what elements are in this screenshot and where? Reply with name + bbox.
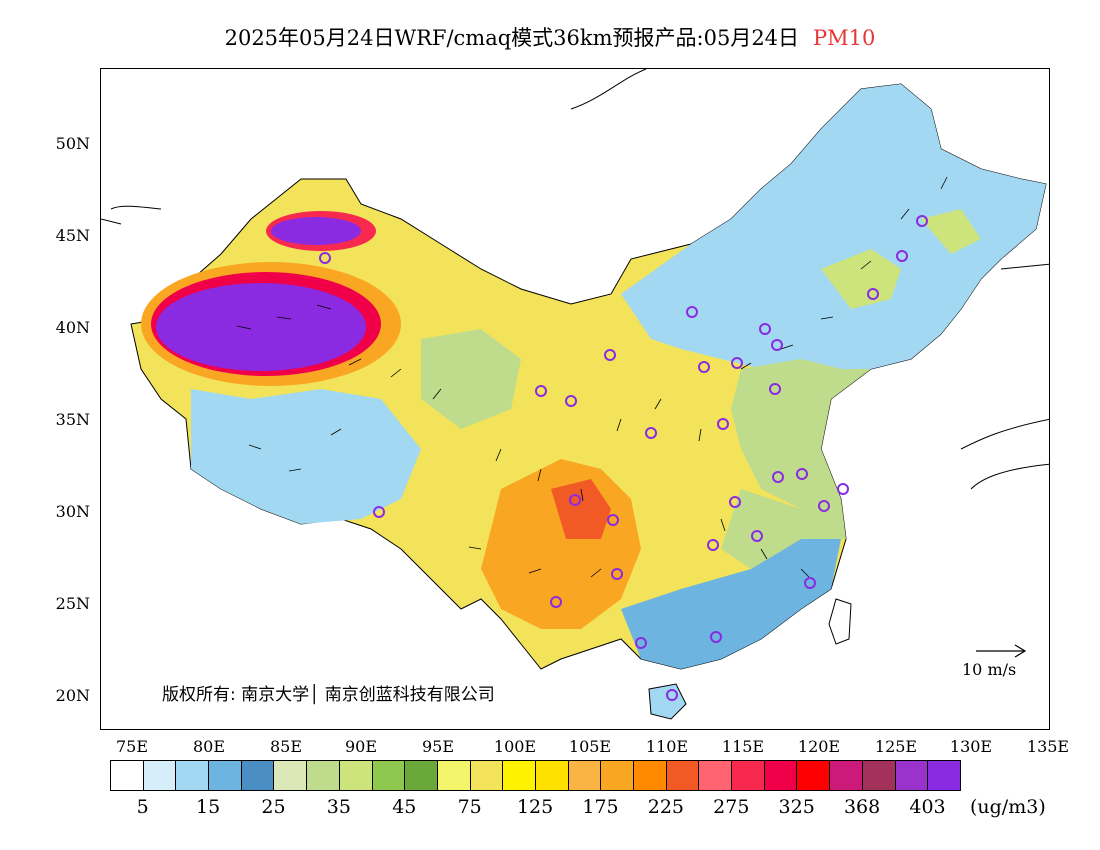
colorbar-label-12: 403: [909, 796, 946, 818]
taiwan-island: [828, 598, 852, 645]
junggar-purple-core: [271, 217, 361, 245]
southeast-green-zone: [721, 489, 846, 569]
colorbar-swatch-14: [567, 760, 602, 791]
wind-reference-arrow: [976, 644, 1027, 658]
lon-tick-95e: 95E: [421, 737, 455, 756]
colorbar-swatch-15: [600, 760, 634, 791]
colorbar-swatch-0: [110, 760, 144, 791]
wind-vectors: [236, 176, 948, 578]
lon-tick-105e: 105E: [568, 737, 612, 756]
lon-tick-85e: 85E: [269, 737, 303, 756]
hainan-island: [648, 683, 687, 720]
lon-tick-115e: 115E: [721, 737, 765, 756]
colorbar-label-4: 45: [392, 796, 417, 818]
lat-tick-40n: 40N: [55, 318, 90, 337]
title-main: 2025年05月24日WRF/cmaq模式36km预报产品:05月24日: [224, 26, 800, 50]
lat-tick-20n: 20N: [55, 686, 90, 705]
lon-tick-110e: 110E: [645, 737, 689, 756]
taklimakan-purple-core: [156, 283, 366, 371]
coastline-east: [960, 263, 1049, 490]
coastline-north: [570, 69, 647, 110]
colorbar-label-2: 25: [261, 796, 286, 818]
lon-tick-130e: 130E: [949, 737, 993, 756]
colorbar-swatch-22: [829, 760, 863, 791]
south-coast-zone: [621, 539, 841, 669]
colorbar-label-9: 275: [713, 796, 750, 818]
colorbar-unit: (ug/m3): [970, 796, 1046, 818]
colorbar-swatch-23: [861, 760, 896, 791]
lon-tick-135e: 135E: [1026, 737, 1070, 756]
colorbar-swatch-24: [894, 760, 929, 791]
colorbar-label-6: 125: [516, 796, 554, 818]
lon-tick-120e: 120E: [797, 737, 841, 756]
colorbar-swatch-1: [142, 760, 177, 791]
colorbar-swatch-7: [338, 760, 373, 791]
colorbar-swatch-18: [698, 760, 733, 791]
lon-tick-80e: 80E: [192, 737, 226, 756]
pm10-colorbar: [110, 760, 961, 792]
colorbar-label-8: 225: [647, 796, 685, 818]
colorbar-swatch-25: [927, 760, 961, 791]
wind-reference-label: 10 m/s: [962, 660, 1017, 679]
coastline-west: [101, 205, 162, 225]
lat-tick-25n: 25N: [55, 594, 90, 613]
colorbar-label-1: 15: [196, 796, 221, 818]
lat-tick-35n: 35N: [55, 410, 90, 429]
colorbar-swatch-12: [502, 760, 536, 791]
lon-tick-90e: 90E: [344, 737, 378, 756]
colorbar-swatch-8: [371, 760, 406, 791]
colorbar-swatch-6: [306, 760, 340, 791]
lat-tick-30n: 30N: [55, 502, 90, 521]
colorbar-swatch-5: [273, 760, 308, 791]
northeast-low-zone: [621, 84, 1046, 369]
lon-tick-75e: 75E: [115, 737, 149, 756]
colorbar-swatch-13: [534, 760, 569, 791]
colorbar-swatch-9: [404, 760, 438, 791]
lon-tick-125e: 125E: [874, 737, 918, 756]
pm10-forecast-map: [100, 68, 1050, 730]
lat-tick-50n: 50N: [55, 134, 90, 153]
map-canvas: [101, 69, 1049, 720]
lat-tick-45n: 45N: [55, 226, 90, 245]
colorbar-swatch-19: [731, 760, 765, 791]
colorbar-swatch-4: [240, 760, 275, 791]
colorbar-label-0: 5: [136, 796, 149, 818]
copyright-notice: 版权所有: 南京大学│ 南京创蓝科技有限公司: [162, 685, 495, 705]
north-plain-zone: [731, 359, 871, 509]
colorbar-label-7: 175: [582, 796, 619, 818]
colorbar-swatch-11: [469, 760, 504, 791]
colorbar-swatch-10: [436, 760, 471, 791]
sichuan-peak-zone: [551, 479, 611, 539]
colorbar-swatch-20: [763, 760, 798, 791]
map-title: 2025年05月24日WRF/cmaq模式36km预报产品:05月24日 PM10: [0, 22, 1100, 52]
colorbar-label-5: 75: [457, 796, 482, 818]
northeast-green-patches: [821, 209, 981, 309]
colorbar-label-3: 35: [326, 796, 351, 818]
colorbar-swatch-21: [796, 760, 831, 791]
colorbar-label-10: 325: [778, 796, 815, 818]
colorbar-swatch-17: [665, 760, 700, 791]
colorbar-swatch-3: [208, 760, 242, 791]
colorbar-swatch-2: [175, 760, 210, 791]
lon-tick-100e: 100E: [493, 737, 537, 756]
city-markers: [319, 215, 928, 701]
tibet-low-zone: [191, 389, 421, 524]
colorbar-swatch-16: [633, 760, 667, 791]
colorbar-label-11: 368: [843, 796, 881, 818]
qinghai-green-zone: [421, 329, 521, 429]
pollutant-label: PM10: [813, 26, 876, 50]
